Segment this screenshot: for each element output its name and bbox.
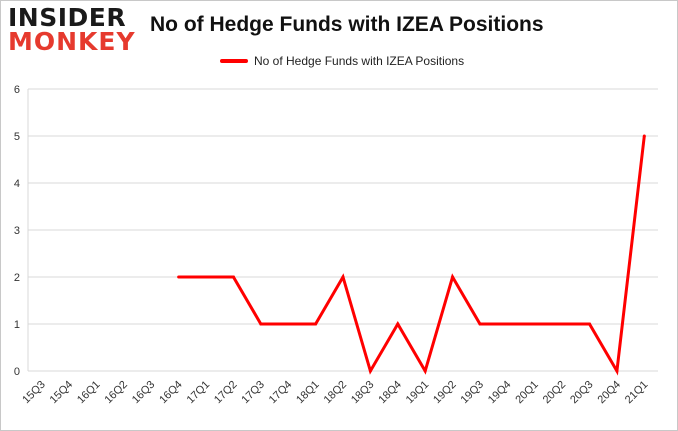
x-tick-label: 20Q3 [568, 379, 596, 407]
x-tick-label: 19Q3 [459, 379, 487, 407]
x-tick-label: 18Q3 [349, 379, 377, 407]
x-tick-label: 20Q2 [541, 379, 569, 407]
x-tick-label: 16Q3 [130, 379, 158, 407]
y-tick-label: 5 [14, 131, 20, 143]
x-tick-label: 21Q1 [623, 379, 651, 407]
y-tick-label: 0 [14, 366, 20, 378]
legend-label: No of Hedge Funds with IZEA Positions [254, 54, 465, 68]
y-tick-label: 4 [14, 178, 20, 190]
data-point [396, 322, 400, 326]
x-tick-label: 18Q2 [322, 379, 350, 407]
x-tick-label: 15Q4 [48, 379, 76, 407]
x-tick-label: 18Q4 [376, 379, 404, 407]
data-point [533, 322, 537, 326]
data-point [451, 275, 455, 279]
x-tick-label: 15Q3 [20, 379, 48, 407]
x-axis-ticks: 15Q3 15Q4 16Q1 16Q2 16Q3 16Q4 17Q1 17Q2 17Q3 17Q4… [20, 379, 650, 407]
x-tick-label: 17Q3 [239, 379, 267, 407]
y-tick-label: 6 [14, 84, 20, 96]
data-point [286, 322, 290, 326]
x-tick-label: 17Q4 [267, 379, 295, 407]
x-tick-label: 16Q2 [102, 379, 130, 407]
data-point [314, 322, 318, 326]
x-tick-label: 20Q1 [513, 379, 541, 407]
legend-swatch [220, 59, 248, 63]
logo-line-1: INSIDER [8, 3, 127, 32]
series-line-0 [178, 135, 646, 376]
data-point [231, 275, 235, 279]
x-tick-label: 20Q4 [596, 379, 624, 407]
data-point [588, 322, 592, 326]
y-tick-label: 3 [14, 225, 20, 237]
data-point [177, 275, 181, 279]
gridlines [27, 88, 658, 372]
x-tick-label: 16Q1 [75, 379, 103, 407]
data-point [368, 369, 372, 373]
data-point [560, 322, 564, 326]
x-tick-label: 17Q2 [212, 379, 240, 407]
x-tick-label: 19Q4 [486, 379, 514, 407]
data-point [423, 369, 427, 373]
y-tick-label: 2 [14, 272, 20, 284]
series-layer [177, 134, 646, 376]
x-tick-label: 16Q4 [157, 379, 185, 407]
x-tick-label: 19Q2 [431, 379, 459, 407]
data-point [259, 322, 263, 326]
data-point [478, 322, 482, 326]
insider-monkey-logo: INSIDER MONKEY [8, 3, 136, 56]
data-point [615, 369, 619, 373]
logo-line-2: MONKEY [8, 27, 136, 56]
x-tick-label: 19Q1 [404, 379, 432, 407]
data-point [505, 322, 509, 326]
data-point [341, 275, 345, 279]
x-tick-label: 18Q1 [294, 379, 322, 407]
x-tick-label: 17Q1 [185, 379, 213, 407]
y-axis-ticks: 0 1 2 3 4 5 6 [14, 84, 20, 378]
data-point [204, 275, 208, 279]
data-point [642, 134, 646, 138]
chart-title: No of Hedge Funds with IZEA Positions [150, 13, 544, 36]
y-tick-label: 1 [14, 319, 20, 331]
chart-legend: No of Hedge Funds with IZEA Positions [220, 53, 464, 69]
